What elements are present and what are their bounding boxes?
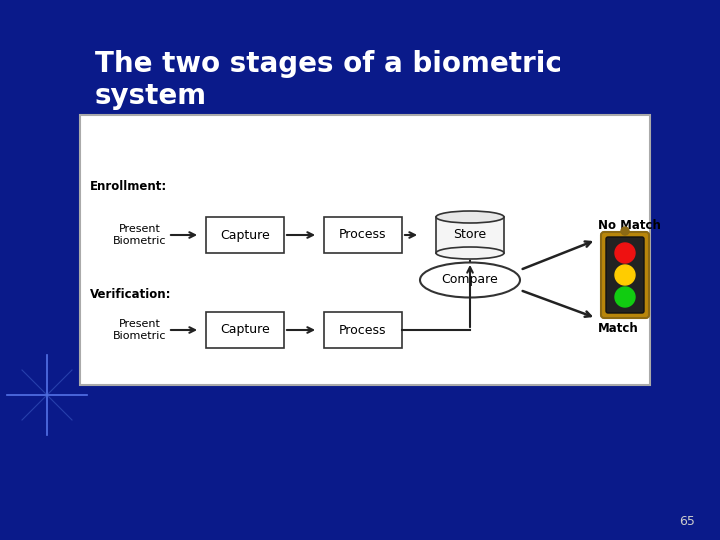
FancyBboxPatch shape bbox=[206, 312, 284, 348]
Text: Enrollment:: Enrollment: bbox=[90, 180, 167, 193]
Text: Store: Store bbox=[454, 228, 487, 241]
Text: system: system bbox=[95, 82, 207, 110]
Text: Process: Process bbox=[339, 228, 387, 241]
Text: Capture: Capture bbox=[220, 323, 270, 336]
FancyBboxPatch shape bbox=[606, 237, 644, 313]
Text: Verification:: Verification: bbox=[90, 288, 171, 301]
Text: Match: Match bbox=[598, 322, 639, 335]
Text: Present
Biometric: Present Biometric bbox=[113, 224, 167, 246]
Text: Compare: Compare bbox=[441, 273, 498, 287]
FancyBboxPatch shape bbox=[436, 217, 504, 253]
FancyBboxPatch shape bbox=[324, 217, 402, 253]
Ellipse shape bbox=[420, 262, 520, 298]
Text: Capture: Capture bbox=[220, 228, 270, 241]
Ellipse shape bbox=[436, 211, 504, 223]
Circle shape bbox=[615, 287, 635, 307]
FancyBboxPatch shape bbox=[601, 232, 649, 318]
Circle shape bbox=[615, 265, 635, 285]
Text: Present
Biometric: Present Biometric bbox=[113, 319, 167, 341]
Text: 65: 65 bbox=[679, 515, 695, 528]
Circle shape bbox=[615, 243, 635, 263]
Text: Process: Process bbox=[339, 323, 387, 336]
Ellipse shape bbox=[436, 247, 504, 259]
FancyBboxPatch shape bbox=[80, 115, 650, 385]
Circle shape bbox=[621, 227, 629, 235]
FancyBboxPatch shape bbox=[206, 217, 284, 253]
Text: No Match: No Match bbox=[598, 219, 661, 232]
Text: The two stages of a biometric: The two stages of a biometric bbox=[95, 50, 562, 78]
FancyBboxPatch shape bbox=[324, 312, 402, 348]
